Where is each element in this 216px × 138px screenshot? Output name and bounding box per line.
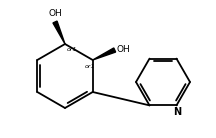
Text: or1: or1 [67,47,78,52]
Text: OH: OH [117,44,130,54]
Polygon shape [53,21,65,44]
Text: or1: or1 [85,64,95,69]
Text: N: N [173,107,182,117]
Text: OH: OH [48,9,62,18]
Polygon shape [93,48,116,60]
